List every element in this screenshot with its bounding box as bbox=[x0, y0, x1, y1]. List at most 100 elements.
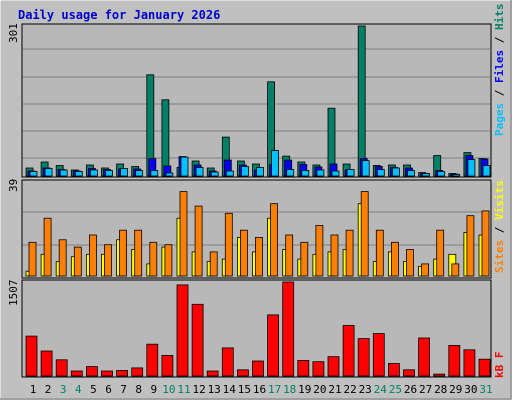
bar-pages bbox=[105, 170, 113, 177]
bar-kb-f bbox=[221, 347, 234, 377]
bar-pages bbox=[225, 170, 234, 177]
x-tick-label: 14 bbox=[223, 383, 237, 396]
bar-kb-f bbox=[116, 369, 128, 377]
bar-pages bbox=[437, 171, 446, 177]
bar-sites bbox=[421, 263, 430, 277]
x-tick-label: 6 bbox=[105, 383, 112, 396]
bar-pages bbox=[482, 165, 491, 177]
bar-kb-f bbox=[176, 284, 189, 377]
bar-sites bbox=[390, 241, 399, 277]
bar-kb-f bbox=[131, 367, 144, 377]
bar-hits bbox=[357, 25, 366, 177]
x-tick-label: 26 bbox=[404, 383, 417, 396]
bar-kb-f bbox=[282, 281, 295, 377]
x-tick-label: 31 bbox=[479, 383, 492, 396]
bar-pages bbox=[74, 171, 83, 177]
bar-pages bbox=[271, 150, 280, 177]
bar-kb-f bbox=[101, 370, 113, 377]
bar-sites bbox=[481, 210, 490, 277]
bar-sites bbox=[89, 234, 97, 277]
legend-top: Pages / Files / Hits bbox=[493, 4, 506, 137]
bar-pages bbox=[467, 159, 476, 177]
bar-kb-f bbox=[191, 303, 204, 377]
bar-kb-f bbox=[387, 363, 400, 377]
x-tick-label: 13 bbox=[208, 383, 221, 396]
x-tick-label: 2 bbox=[45, 383, 52, 396]
x-tick-label: 10 bbox=[162, 383, 175, 396]
bar-kb-f bbox=[403, 369, 415, 377]
legend-pages: Pages bbox=[493, 103, 506, 136]
bar-sites bbox=[375, 229, 384, 277]
bar-sites bbox=[330, 234, 339, 277]
bar-hits bbox=[161, 99, 170, 177]
bar-kb-f bbox=[55, 359, 68, 377]
bar-kb-f bbox=[161, 354, 174, 377]
x-tick-label: 7 bbox=[120, 383, 127, 396]
bar-pages bbox=[286, 169, 295, 177]
bar-pages bbox=[452, 174, 461, 177]
bar-sites bbox=[179, 191, 188, 277]
legend-separator: / bbox=[493, 83, 506, 103]
legend-files: Files bbox=[493, 50, 506, 83]
bar-pages bbox=[256, 167, 264, 177]
x-tick-label: 15 bbox=[238, 383, 251, 396]
legend-hits: Hits bbox=[493, 4, 506, 31]
bar-kb-f bbox=[236, 369, 249, 377]
x-tick-label: 9 bbox=[150, 383, 157, 396]
bar-pages bbox=[44, 168, 53, 177]
x-tick-label: 30 bbox=[464, 383, 477, 396]
bar-sites bbox=[209, 251, 218, 277]
bar-pages bbox=[391, 167, 400, 177]
bar-pages bbox=[135, 170, 144, 177]
bar-sites bbox=[28, 241, 37, 277]
bar-pages bbox=[59, 169, 68, 177]
legend-sites: Sites bbox=[493, 240, 506, 273]
x-tick-label: 20 bbox=[313, 383, 326, 396]
bar-sites bbox=[239, 229, 248, 277]
legend-middle: Sites / Visits bbox=[493, 180, 506, 273]
bar-kb-f bbox=[478, 358, 491, 377]
bar-sites bbox=[58, 239, 67, 277]
x-tick-label: 18 bbox=[283, 383, 296, 396]
bar-pages bbox=[210, 171, 219, 177]
legend-separator: / bbox=[493, 30, 506, 50]
panel-hits bbox=[21, 23, 492, 178]
x-axis-labels: 1 2 3 4 5 6 7 8 9 10 11 12 13 14 15 16 17 18 19 20 21 22 23 24 2… bbox=[30, 383, 493, 396]
legend-visits: Visits bbox=[493, 180, 506, 220]
ymax-label-visits: 39 bbox=[7, 179, 20, 192]
bar-pages bbox=[301, 170, 310, 177]
bar-sites bbox=[164, 244, 173, 277]
bar-kb-f bbox=[40, 350, 53, 377]
x-tick-label: 29 bbox=[449, 383, 462, 396]
bar-kb-f bbox=[342, 325, 355, 377]
x-tick-label: 4 bbox=[75, 383, 82, 396]
x-tick-label: 21 bbox=[328, 383, 341, 396]
bar-sites bbox=[345, 229, 354, 277]
bar-pages bbox=[316, 169, 325, 177]
bar-kb-f bbox=[327, 356, 340, 377]
bar-sites bbox=[300, 241, 309, 277]
legend-kbytes: kB F bbox=[493, 352, 506, 379]
bar-kb-f bbox=[463, 349, 476, 377]
x-tick-label: 17 bbox=[268, 383, 281, 396]
x-tick-label: 12 bbox=[192, 383, 205, 396]
x-tick-label: 3 bbox=[60, 383, 67, 396]
bar-sites bbox=[255, 236, 263, 277]
bar-sites bbox=[43, 217, 52, 277]
bar-sites bbox=[224, 212, 233, 277]
bar-sites bbox=[104, 244, 112, 277]
bar-sites bbox=[451, 263, 460, 277]
x-tick-label: 8 bbox=[135, 383, 142, 396]
bar-kb-f bbox=[448, 344, 461, 377]
bar-kb-f bbox=[206, 370, 219, 377]
bar-kb-f bbox=[70, 370, 83, 377]
bar-sites bbox=[406, 249, 414, 277]
x-tick-label: 16 bbox=[253, 383, 266, 396]
x-tick-label: 1 bbox=[30, 383, 37, 396]
x-tick-label: 27 bbox=[419, 383, 432, 396]
bar-pages bbox=[376, 169, 385, 177]
bar-kb-f bbox=[418, 337, 431, 377]
bar-kb-f bbox=[312, 361, 325, 377]
bar-pages bbox=[120, 168, 128, 177]
x-tick-label: 19 bbox=[298, 383, 311, 396]
